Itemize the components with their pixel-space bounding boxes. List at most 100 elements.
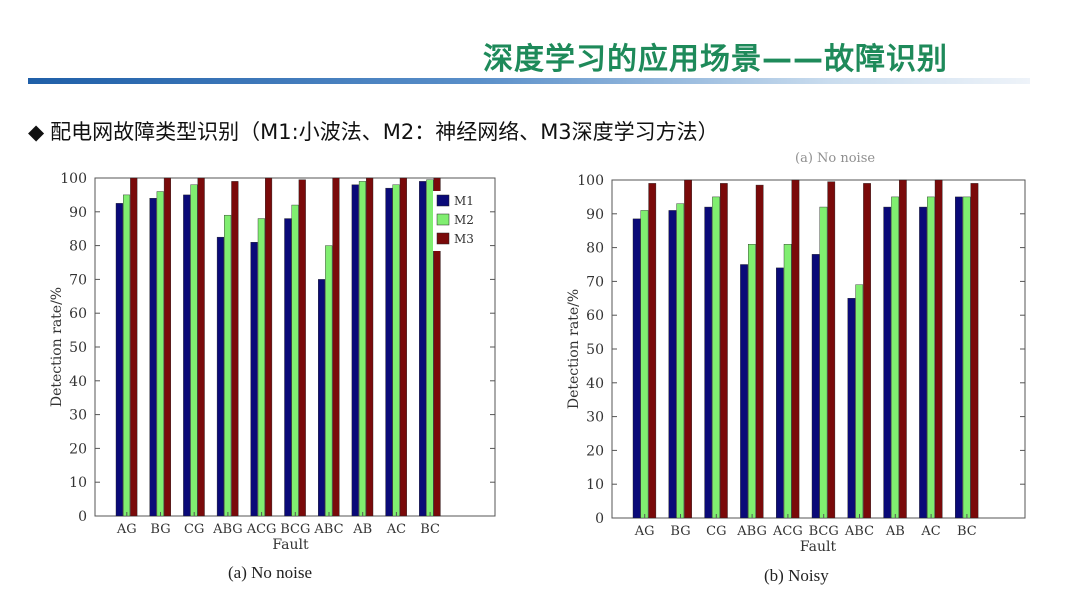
bar-m3-cg bbox=[197, 177, 205, 517]
bar-m2-ac bbox=[927, 196, 935, 519]
bar-m1-bcg bbox=[284, 218, 292, 517]
title-underline-bar bbox=[28, 78, 1030, 84]
x-tick-label: BG bbox=[150, 522, 170, 537]
bar-m3-acg bbox=[791, 179, 800, 519]
bar-m2-bc bbox=[962, 196, 971, 519]
x-axis-label: Fault bbox=[272, 537, 309, 553]
x-tick-label: AC bbox=[920, 524, 940, 539]
x-tick-label: AB bbox=[352, 522, 372, 537]
bar-m1-acg bbox=[250, 242, 258, 517]
x-tick-label: BC bbox=[957, 524, 977, 539]
chart-noisy: (a) No noise 0 10 20 30 40 50 60 70 80 90 100 AG BG CG… bbox=[540, 150, 1080, 590]
bar-m3-ag bbox=[648, 183, 657, 519]
x-tick-label: AG bbox=[116, 522, 137, 537]
bar-m3-ag bbox=[130, 177, 138, 517]
bar-m1-ag bbox=[632, 218, 641, 519]
bar-m1-bc bbox=[955, 196, 963, 519]
bar-m3-bcg bbox=[298, 179, 306, 517]
bar-m1-ag bbox=[115, 203, 123, 517]
bar-m2-bg bbox=[676, 203, 685, 519]
legend-swatch-m1 bbox=[436, 194, 450, 207]
y-tick-label: 70 bbox=[69, 272, 87, 288]
bar-m2-ab bbox=[891, 196, 899, 519]
bar-m3-acg bbox=[265, 177, 273, 517]
legend-label-m3: M3 bbox=[454, 232, 474, 246]
bar-m3-ac bbox=[934, 179, 943, 519]
bar-m3-ab bbox=[366, 177, 374, 517]
bar-m1-acg bbox=[775, 267, 784, 519]
x-tick-label: ABC bbox=[844, 524, 874, 539]
caption-noisy: (b) Noisy bbox=[764, 566, 829, 585]
y-tick-label: 100 bbox=[60, 171, 87, 187]
y-tick-label: 90 bbox=[586, 207, 604, 223]
y-tick-label: 90 bbox=[69, 205, 87, 221]
y-tick-label: 10 bbox=[586, 477, 604, 493]
x-tick-label: BG bbox=[670, 524, 690, 539]
y-tick-label: 50 bbox=[69, 340, 87, 356]
bar-m1-abc bbox=[847, 298, 856, 519]
bar-m3-abg bbox=[231, 181, 239, 517]
chart-no-noise-svg: 0 10 20 30 40 50 60 70 80 90 100 AG BG CG ABG ACG BCG ABC… bbox=[49, 171, 496, 553]
bar-m2-cg bbox=[190, 184, 198, 517]
bar-m2-acg bbox=[257, 218, 265, 517]
legend-label-m1: M1 bbox=[454, 194, 474, 208]
bar-m2-bg bbox=[156, 191, 164, 517]
slide-title: 深度学习的应用场景——故障识别 bbox=[483, 42, 948, 77]
bar-m1-ab bbox=[351, 184, 359, 517]
bar-m1-abg bbox=[740, 264, 748, 519]
y-tick-label: 20 bbox=[586, 443, 604, 459]
bar-m2-cg bbox=[712, 196, 720, 519]
y-tick-label: 10 bbox=[69, 475, 87, 491]
bar-m3-bcg bbox=[827, 181, 836, 519]
x-tick-label: BCG bbox=[280, 522, 310, 537]
y-axis-label: Detection rate/% bbox=[566, 289, 582, 409]
bar-m2-bcg bbox=[291, 204, 299, 517]
bar-m2-abg bbox=[747, 244, 756, 519]
bar-m2-ag bbox=[640, 210, 649, 519]
y-tick-label: 80 bbox=[586, 241, 604, 257]
bar-m1-cg bbox=[704, 206, 713, 519]
bullet-line: ◆ 配电网故障类型识别（M1:小波法、M2：神经网络、M3深度学习方法） bbox=[28, 116, 719, 146]
bar-m2-abc bbox=[325, 245, 333, 517]
chart-no-noise: 0 10 20 30 40 50 60 70 80 90 100 AG BG CG ABG ACG BCG ABC… bbox=[0, 160, 540, 590]
y-tick-label: 30 bbox=[69, 408, 87, 424]
bar-m3-abg bbox=[755, 184, 764, 519]
bar-m1-ab bbox=[883, 206, 892, 519]
x-tick-label: CG bbox=[184, 522, 204, 537]
x-tick-label: ABG bbox=[736, 524, 767, 539]
bar-m1-ac bbox=[919, 206, 927, 519]
chart-noisy-svg: (a) No noise 0 10 20 30 40 50 60 70 80 90 100 AG BG CG… bbox=[566, 151, 1026, 555]
bar-m2-abg bbox=[224, 214, 232, 517]
bar-m2-abc bbox=[855, 284, 864, 519]
y-tick-label: 50 bbox=[586, 342, 604, 358]
bar-m3-bc bbox=[970, 183, 979, 519]
bar-m1-bc bbox=[419, 181, 427, 517]
bar-m1-bcg bbox=[811, 254, 820, 519]
x-tick-label: ABG bbox=[212, 522, 243, 537]
x-tick-label: AC bbox=[386, 522, 406, 537]
caption-no-noise: (a) No noise bbox=[228, 563, 313, 582]
bar-m1-bg bbox=[668, 210, 677, 519]
bar-m1-cg bbox=[183, 194, 191, 517]
y-tick-label: 0 bbox=[78, 509, 87, 525]
bar-m1-abc bbox=[318, 279, 326, 517]
x-tick-label: BC bbox=[420, 522, 440, 537]
bar-m3-ab bbox=[899, 179, 907, 519]
legend-label-m2: M2 bbox=[454, 213, 474, 227]
y-axis-label: Detection rate/% bbox=[49, 287, 65, 407]
x-tick-label: AB bbox=[885, 524, 905, 539]
y-tick-label: 0 bbox=[595, 511, 604, 527]
bar-m1-abg bbox=[216, 236, 225, 517]
y-tick-label: 80 bbox=[69, 239, 87, 255]
bar-m1-ac bbox=[385, 187, 393, 517]
y-tick-label: 70 bbox=[586, 274, 604, 290]
bar-m2-ac bbox=[392, 184, 400, 517]
bullet-text: 配电网故障类型识别（M1:小波法、M2：神经网络、M3深度学习方法） bbox=[50, 120, 719, 144]
diamond-bullet-icon: ◆ bbox=[28, 120, 45, 144]
bar-m2-ab bbox=[358, 181, 367, 517]
legend-swatch-m3 bbox=[436, 232, 450, 245]
bar-m2-bcg bbox=[819, 206, 828, 519]
bar-m3-bg bbox=[163, 177, 172, 517]
bar-m1-bg bbox=[149, 198, 157, 517]
y-tick-label: 60 bbox=[69, 306, 87, 322]
